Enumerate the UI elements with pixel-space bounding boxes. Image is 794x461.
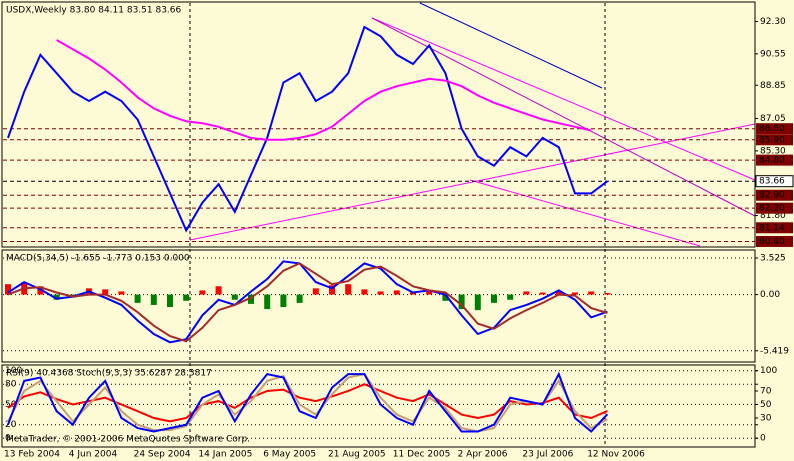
main-panel xyxy=(1,1,756,248)
x-tick-label: 12 Nov 2006 xyxy=(587,450,645,460)
histogram-bar xyxy=(329,285,335,295)
macd-panel xyxy=(1,249,756,363)
histogram-bar xyxy=(410,292,416,295)
histogram-bar xyxy=(474,294,481,311)
series-line xyxy=(7,262,608,343)
x-tick-label: 11 Dec 2005 xyxy=(393,450,451,460)
series-line xyxy=(7,25,609,233)
level-tag xyxy=(756,134,793,146)
level-tag xyxy=(756,189,793,201)
y-tick-label: 85.30 xyxy=(760,146,786,156)
histogram-bar xyxy=(426,290,433,295)
panel-title: MACD(5,34,5) -1.655 -1.773 0.153 0.000 xyxy=(6,254,190,264)
histogram-bar xyxy=(393,290,400,295)
series-line xyxy=(7,371,609,433)
level-label: 82.20 xyxy=(759,204,785,214)
histogram-bar xyxy=(491,294,497,303)
histogram-bar xyxy=(264,294,271,310)
level-label: 82.90 xyxy=(759,191,785,201)
histogram-bar xyxy=(150,294,157,305)
level-label: 83.66 xyxy=(759,177,785,187)
histogram-bar xyxy=(118,291,125,295)
histogram-bar xyxy=(507,294,514,300)
histogram-bar xyxy=(442,294,449,301)
level-label: 84.80 xyxy=(759,156,785,166)
level-label: 81.14 xyxy=(759,223,785,233)
level-label: 86.50 xyxy=(759,124,785,134)
level-label: 80.40 xyxy=(759,237,785,247)
x-tick-label: 24 Sep 2004 xyxy=(134,450,191,460)
level-tag xyxy=(756,202,793,214)
histogram-bar xyxy=(523,291,530,295)
y-tick-label: 100 xyxy=(5,366,22,376)
histogram-bar xyxy=(296,294,303,303)
histogram-bar xyxy=(248,294,254,304)
y2-tick-label: 30 xyxy=(760,413,772,423)
series-line xyxy=(56,39,592,141)
x-tick-label: 23 Jul 2006 xyxy=(522,450,573,460)
histogram-bar xyxy=(102,289,109,295)
level-tag xyxy=(756,222,793,234)
level-tag xyxy=(756,123,793,135)
histogram-bar xyxy=(199,290,206,295)
y-tick-label: 3.525 xyxy=(760,254,786,264)
x-tick-label: 14 Jan 2005 xyxy=(198,450,252,460)
histogram-bar xyxy=(215,286,222,295)
y-tick-label: 0 xyxy=(5,434,11,444)
histogram-bar xyxy=(588,291,595,295)
y2-tick-label: 100 xyxy=(760,366,777,376)
rsi-panel xyxy=(1,364,756,448)
y2-tick-label: 50 xyxy=(760,400,772,410)
y-tick-label: -5.419 xyxy=(760,346,789,356)
series-line xyxy=(7,260,608,344)
y-tick-label: 87.05 xyxy=(760,114,786,124)
watermark: MetaTrader, © 2001-2006 MetaQuotes Softw… xyxy=(6,435,250,445)
histogram-bar xyxy=(231,294,238,300)
x-tick-label: 21 Aug 2005 xyxy=(328,450,386,460)
histogram-bar xyxy=(53,294,60,300)
y-tick-label: 20 xyxy=(5,420,17,430)
series-line xyxy=(7,372,608,433)
x-tick-label: 2 Apr 2006 xyxy=(458,450,508,460)
y-tick-label: 88.85 xyxy=(760,81,786,91)
histogram-bar xyxy=(377,291,384,295)
histogram-bar xyxy=(280,294,287,308)
x-tick-label: 4 Jun 2004 xyxy=(69,450,118,460)
histogram-bar xyxy=(361,289,368,295)
histogram-bar xyxy=(183,294,190,301)
histogram-bar xyxy=(345,284,352,295)
histogram-bar xyxy=(312,288,319,295)
y2-tick-label: 70 xyxy=(760,386,772,396)
histogram-bar xyxy=(572,292,578,295)
x-tick-label: 13 Feb 2004 xyxy=(4,450,60,460)
histogram-bar xyxy=(134,294,141,303)
histogram-bar xyxy=(539,292,546,295)
y-tick-label: 0.00 xyxy=(760,290,780,300)
y-tick-label: 90.55 xyxy=(760,49,786,59)
level-label: 85.90 xyxy=(759,135,785,145)
panel-title: USDX,Weekly 83.80 84.11 83.51 83.66 xyxy=(6,6,182,16)
histogram-bar xyxy=(555,291,562,295)
histogram-bar xyxy=(458,294,465,310)
level-tag xyxy=(756,154,793,166)
y-tick-label: 80 xyxy=(5,380,17,390)
histogram-bar xyxy=(604,292,611,295)
histogram-bar xyxy=(5,284,11,295)
histogram-bar xyxy=(167,294,173,308)
y-tick-label: 81.80 xyxy=(760,211,786,221)
x-tick-label: 6 May 2005 xyxy=(263,450,316,460)
level-tag xyxy=(755,175,794,188)
panel-title: RSI(9) 40.4368 Stoch(9,3,3) 35.6287 28.3… xyxy=(6,369,212,379)
y2-tick-label: 0 xyxy=(760,434,766,444)
y-tick-label: 92.30 xyxy=(760,17,786,27)
level-tag xyxy=(756,235,793,247)
